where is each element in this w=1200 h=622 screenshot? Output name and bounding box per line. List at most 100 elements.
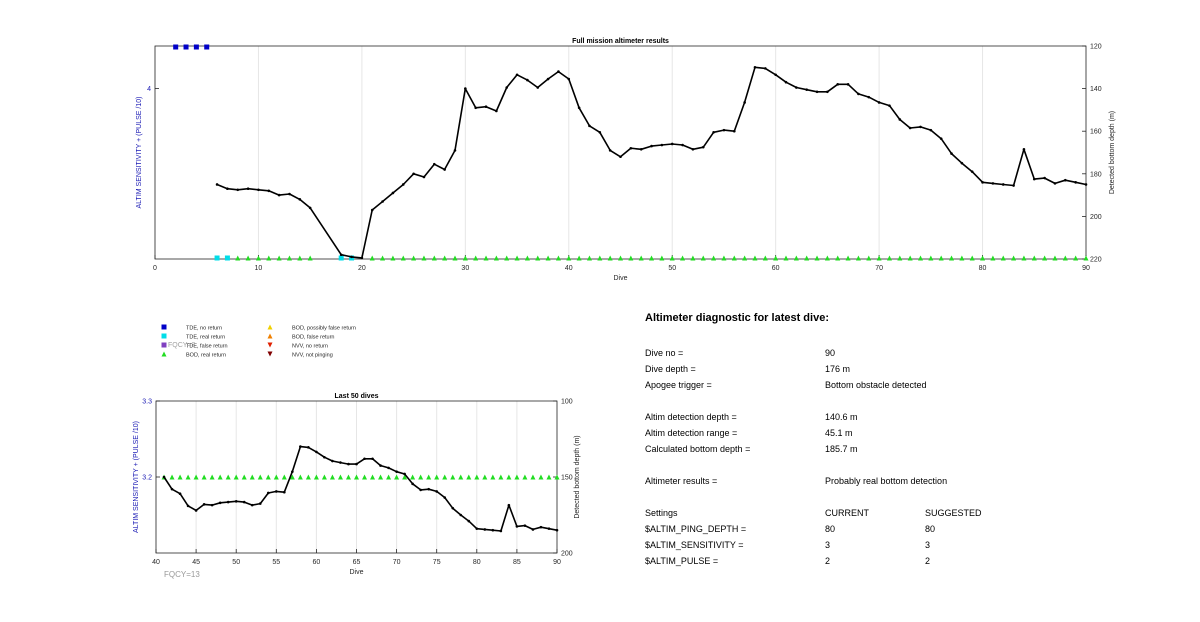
full-mission-marker-point [731, 255, 737, 261]
last-50-marker-point [370, 474, 376, 480]
full-mission-marker-point [907, 255, 913, 261]
full-mission-marker-point [897, 255, 903, 261]
last-50-marker-point [289, 474, 295, 480]
diagnostic-value: 140.6 m [825, 412, 858, 422]
full-mission-marker-point [959, 255, 965, 261]
last-50-depth-point [194, 509, 198, 512]
diagnostic-value: 90 [825, 348, 836, 358]
last-50-depth-point [499, 529, 503, 533]
last-50-depth-point [491, 528, 495, 532]
last-50-x-label: Dive [349, 569, 363, 576]
full-mission-depth-point [536, 86, 540, 89]
full-mission-depth-point [867, 95, 871, 99]
full-mission-marker-point [597, 255, 603, 261]
legend-marker [161, 333, 167, 339]
last-50-depth-point [555, 528, 559, 532]
full-mission-x-tick-label: 0 [153, 265, 157, 272]
diagnostic-label: $ALTIM_SENSITIVITY = [645, 540, 744, 550]
full-mission-marker-point [824, 255, 830, 261]
full-mission-depth-point [619, 155, 622, 159]
last-50-depth-point [242, 500, 246, 504]
full-mission-marker-point [1062, 255, 1068, 261]
diagnostic-row-settings-header: Settings CURRENT SUGGESTED [645, 508, 1125, 522]
full-mission-marker-point [555, 255, 561, 261]
last-50-x-tick-label: 75 [433, 559, 441, 566]
full-mission-depth-point [650, 144, 653, 148]
diagnostic-row-dive-depth: Dive depth = 176 m [645, 364, 1125, 378]
full-mission-marker-point [1021, 255, 1027, 261]
last-50-depth-point [283, 490, 286, 494]
last-50-marker-point [249, 474, 255, 480]
diagnostic-label: Settings [645, 508, 678, 518]
full-mission-marker-point [1083, 255, 1089, 261]
full-mission-y-left-label: ALTIM SENSITIVITY + (PULSE /10) [136, 97, 143, 209]
full-mission-x-tick-label: 40 [565, 265, 573, 272]
full-mission-marker-point [886, 255, 892, 261]
full-mission-marker-point [690, 255, 696, 261]
full-mission-marker-point [949, 255, 955, 261]
last-50-depth-point [427, 487, 430, 491]
full-mission-marker-point [1011, 255, 1017, 261]
diagnostic-label: Dive depth = [645, 364, 696, 374]
last-50-y-right-tick-label: 150 [561, 475, 573, 482]
legend-label: BOD, real return [186, 353, 226, 359]
last-50-marker-point [402, 474, 408, 480]
full-mission-marker-point [680, 255, 686, 261]
last-50-marker-point [482, 474, 488, 480]
full-mission-marker-point [845, 255, 851, 261]
full-mission-marker-point [524, 255, 530, 261]
full-mission-depth-point [805, 88, 808, 91]
last-50-depth-point [403, 472, 406, 476]
diagnostic-suggested: 2 [925, 556, 931, 566]
full-mission-marker-point [990, 255, 996, 261]
diagnostic-value: 185.7 m [825, 444, 858, 454]
last-50-depth-point [531, 528, 535, 531]
last-50-marker-point [193, 474, 199, 480]
full-mission-marker-point [514, 255, 520, 261]
full-mission-marker-point [700, 255, 706, 261]
full-mission-marker-point [876, 255, 882, 261]
full-mission-depth-point [712, 130, 715, 134]
full-mission-marker-point [638, 255, 644, 261]
last-50-depth-point [387, 466, 390, 470]
full-mission-x-label: Dive [613, 275, 627, 282]
legend-label: TDE, no return [186, 326, 222, 332]
full-mission-depth-point [774, 73, 777, 77]
full-mission-marker-point [866, 255, 872, 261]
full-mission-depth-point [991, 182, 995, 185]
full-mission-depth-point [246, 187, 250, 191]
full-mission-depth-point [577, 106, 581, 110]
last-50-marker-point [265, 474, 271, 480]
full-mission-depth-point [515, 73, 519, 77]
full-mission-marker-point [462, 255, 468, 261]
full-mission-marker-point [173, 44, 179, 50]
full-mission-depth-point [308, 206, 312, 210]
full-mission-depth-point [795, 86, 798, 89]
full-mission-depth-point [670, 142, 674, 146]
full-mission-depth-point [898, 118, 902, 121]
full-mission-marker-point [224, 255, 230, 261]
diagnostic-value: Bottom obstacle detected [825, 380, 927, 390]
full-mission-marker-point [214, 255, 220, 261]
full-mission-x-tick-label: 50 [668, 265, 676, 272]
last-50-x-tick-label: 85 [513, 559, 521, 566]
full-mission-marker-point [255, 255, 261, 261]
last-50-marker-point [434, 474, 440, 480]
last-50-marker-point [394, 474, 400, 480]
last-50-depth-point [547, 527, 551, 530]
full-mission-depth-point [1001, 183, 1005, 186]
last-50-marker-point [506, 474, 512, 480]
last-50-x-tick-label: 60 [313, 559, 321, 566]
last-50-marker-point [362, 474, 368, 480]
diagnostic-row-results: Altimeter results = Probably real bottom… [645, 476, 1125, 490]
full-mission-depth-line [216, 66, 1087, 259]
full-mission-marker-point [276, 255, 282, 261]
legend-marker [267, 342, 273, 348]
full-mission-depth-point [381, 200, 384, 203]
last-50-depth-point [515, 525, 519, 528]
last-50-depth-point [475, 527, 479, 530]
diagnostic-value: 2 [825, 556, 831, 566]
full-mission-depth-point [857, 92, 860, 96]
last-50-y-right-label: Detected bottom depth (m) [574, 435, 581, 518]
legend-marker [267, 324, 273, 330]
